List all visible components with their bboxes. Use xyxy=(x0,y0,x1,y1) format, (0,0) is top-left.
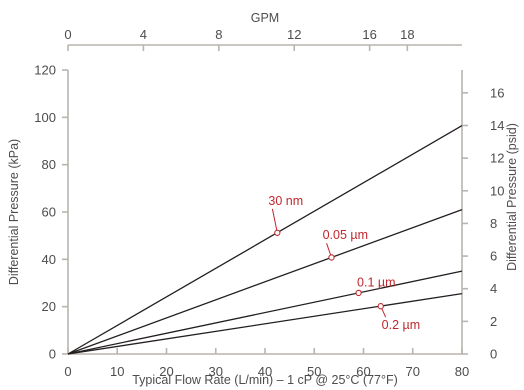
series-marker-0 xyxy=(274,229,281,236)
x-tick-label: 80 xyxy=(455,364,469,379)
x2-tick-label: 4 xyxy=(140,27,147,42)
y2-tick-label: 6 xyxy=(490,249,497,264)
series-marker-2 xyxy=(355,289,362,297)
x-tick-label: 40 xyxy=(258,364,272,379)
y2-tick-label: 2 xyxy=(490,314,497,329)
y2-tick-label: 4 xyxy=(490,281,497,296)
x2-tick-label: 0 xyxy=(64,27,71,42)
series-markers xyxy=(271,208,387,318)
x2-tick-label: 16 xyxy=(362,27,376,42)
x-tick-label: 60 xyxy=(356,364,370,379)
y2-tick-label: 12 xyxy=(490,151,504,166)
x-tick-label: 30 xyxy=(209,364,223,379)
y2-tick-label: 8 xyxy=(490,216,497,231)
y-tick-label: 80 xyxy=(42,157,56,172)
y-axis-title: Differential Pressure (kPa) xyxy=(7,139,21,285)
label-leader-0 xyxy=(271,208,278,233)
series-label-3: 0.2 µm xyxy=(382,318,420,332)
x2-tick-label: 8 xyxy=(215,27,222,42)
x-tick-label: 50 xyxy=(307,364,321,379)
series-line-1 xyxy=(67,209,463,355)
right-axis-title: Differential Pressure (psid) xyxy=(505,123,519,271)
axes xyxy=(62,44,468,355)
series-marker-3 xyxy=(377,303,384,310)
x-tick-label: 70 xyxy=(406,364,420,379)
y-tick-label: 60 xyxy=(42,205,56,220)
y-tick-label: 20 xyxy=(42,299,56,314)
y2-tick-label: 16 xyxy=(490,85,504,100)
series-label-1: 0.05 µm xyxy=(323,228,368,242)
series-labels: 30 nm 0.05 µm 0.1 µm 0.2 µm xyxy=(268,194,420,332)
y2-tick-label: 10 xyxy=(490,183,504,198)
y-tick-label: 40 xyxy=(42,252,56,267)
tick-labels: 0 10 20 30 40 50 60 70 8002040608010012002468101… xyxy=(34,27,504,379)
series-line-0 xyxy=(67,125,463,355)
series-line-3 xyxy=(67,293,463,355)
top-axis-title: GPM xyxy=(251,11,279,25)
x2-tick-label: 12 xyxy=(287,27,301,42)
x-tick-label: 10 xyxy=(110,364,124,379)
x2-tick-label: 18 xyxy=(400,27,414,42)
series-marker-1 xyxy=(328,254,335,261)
y-tick-label: 0 xyxy=(49,347,56,362)
series-label-2: 0.1 µm xyxy=(357,276,395,290)
x-tick-label: 20 xyxy=(159,364,173,379)
x-tick-label: 0 xyxy=(64,364,71,379)
series-line-2 xyxy=(67,270,463,355)
y2-tick-label: 14 xyxy=(490,118,504,133)
y-tick-label: 120 xyxy=(34,63,56,78)
series-lines xyxy=(67,125,463,355)
y-tick-label: 100 xyxy=(34,110,56,125)
x-axis-title: Typical Flow Rate (L/min) – 1 cP @ 25°C … xyxy=(132,373,398,387)
y2-tick-label: 0 xyxy=(490,347,497,362)
series-label-0: 30 nm xyxy=(268,194,303,208)
